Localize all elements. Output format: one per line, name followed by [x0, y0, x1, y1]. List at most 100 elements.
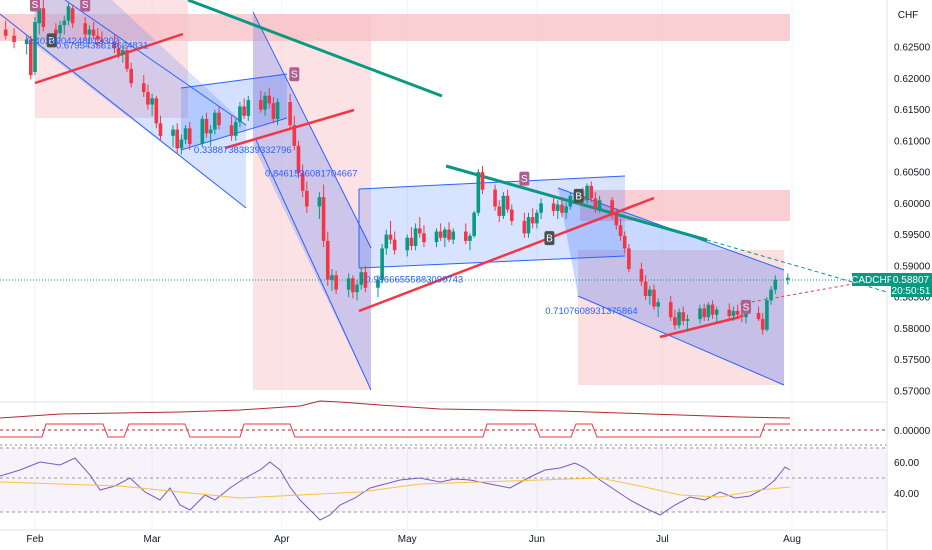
signal-badge[interactable]: B [573, 188, 584, 203]
candle-body [555, 204, 560, 211]
candle [731, 306, 736, 321]
candle-body [731, 310, 736, 316]
candle [530, 208, 535, 229]
candle-body [359, 272, 364, 285]
candle-body [564, 206, 568, 213]
signal-badge-bg [30, 0, 40, 12]
candle-body [476, 172, 481, 213]
candle [438, 223, 443, 241]
price-tick: 0.60000 [894, 199, 931, 210]
candle-body [681, 312, 686, 321]
candle [317, 192, 322, 219]
signal-badge[interactable]: S [80, 0, 91, 12]
candle-body [610, 200, 614, 215]
candle [208, 125, 213, 146]
candle-body [112, 41, 117, 49]
candle-body [24, 39, 29, 44]
candle [526, 212, 531, 238]
candle [405, 234, 410, 257]
channel-fill-apr [253, 14, 371, 390]
candle-body [54, 29, 58, 35]
candle [242, 98, 246, 119]
candle-body [100, 39, 104, 42]
signal-badge[interactable]: S [740, 299, 751, 314]
candle-body [154, 98, 159, 124]
candle-body [702, 308, 706, 318]
pink-range-jun [578, 250, 784, 385]
candle [735, 304, 740, 320]
candle-body [568, 195, 573, 207]
price-tag-countdown: 20:50:51 [892, 286, 931, 297]
candle-body [330, 275, 334, 280]
signal-badge[interactable]: B [46, 33, 57, 48]
candle-body [380, 248, 384, 280]
candle [522, 212, 527, 238]
candle [330, 269, 334, 291]
cmf-tick-0: 0.00000 [894, 426, 931, 437]
candle-body [213, 112, 217, 130]
candle-body [727, 309, 732, 316]
candle-body [765, 300, 769, 330]
signals: B S S S S B B S [30, 0, 751, 314]
currency-label[interactable]: CHF [898, 10, 919, 21]
candle [183, 125, 188, 144]
candle-body [405, 237, 410, 251]
candle [760, 312, 765, 335]
candle [238, 102, 242, 128]
candle [622, 231, 627, 254]
candle [610, 197, 614, 219]
candle [727, 303, 732, 320]
candle [259, 90, 263, 113]
candle [125, 45, 129, 73]
fib-annotation: 0.7107608931375864 [545, 306, 637, 317]
red-trendline-4 [659, 315, 741, 339]
time-tick: Feb [26, 534, 44, 545]
candle [87, 25, 92, 44]
candle-body [560, 204, 564, 213]
signal-badge-letter: S [743, 302, 750, 313]
price-tick: 0.57500 [894, 355, 931, 366]
candle-body [116, 48, 121, 55]
signal-badge-bg [573, 188, 584, 203]
candle [509, 204, 514, 226]
candle-body [472, 212, 476, 236]
candle [388, 220, 393, 245]
signal-badge[interactable]: S [519, 171, 530, 186]
candle-body [744, 312, 748, 318]
candle-body [597, 200, 602, 209]
candle-body [58, 25, 62, 34]
candle-body [217, 112, 221, 126]
candle-body [29, 39, 33, 76]
signal-badge-bg [80, 0, 91, 12]
candle-body [200, 118, 205, 144]
time-tick: May [398, 534, 417, 545]
candle-body [146, 92, 150, 105]
signal-badge-letter: B [48, 36, 55, 47]
signal-badge[interactable]: S [289, 67, 300, 82]
candle [179, 134, 184, 155]
candle-body [355, 284, 359, 293]
signal-badge-letter: S [521, 174, 528, 185]
candle-body [643, 281, 648, 296]
fib-annotation: 0.33887383839332796 [194, 145, 292, 156]
candle [292, 115, 297, 151]
signal-badge[interactable]: B [544, 231, 555, 246]
candle-body [325, 240, 330, 280]
candle [589, 181, 594, 203]
candle-body [656, 302, 660, 307]
signal-badge[interactable]: S [30, 0, 40, 12]
candle [497, 200, 502, 223]
candle-body [129, 68, 133, 84]
candle [434, 228, 439, 248]
candle-body [66, 6, 71, 21]
candle-body [91, 29, 96, 36]
candle [568, 192, 573, 210]
candle [384, 229, 389, 255]
candle [41, 0, 46, 32]
candle [351, 275, 355, 299]
candle-body [388, 234, 393, 240]
candle [58, 20, 62, 40]
channel-line-mar-top [180, 73, 288, 89]
candle-body [263, 95, 267, 110]
